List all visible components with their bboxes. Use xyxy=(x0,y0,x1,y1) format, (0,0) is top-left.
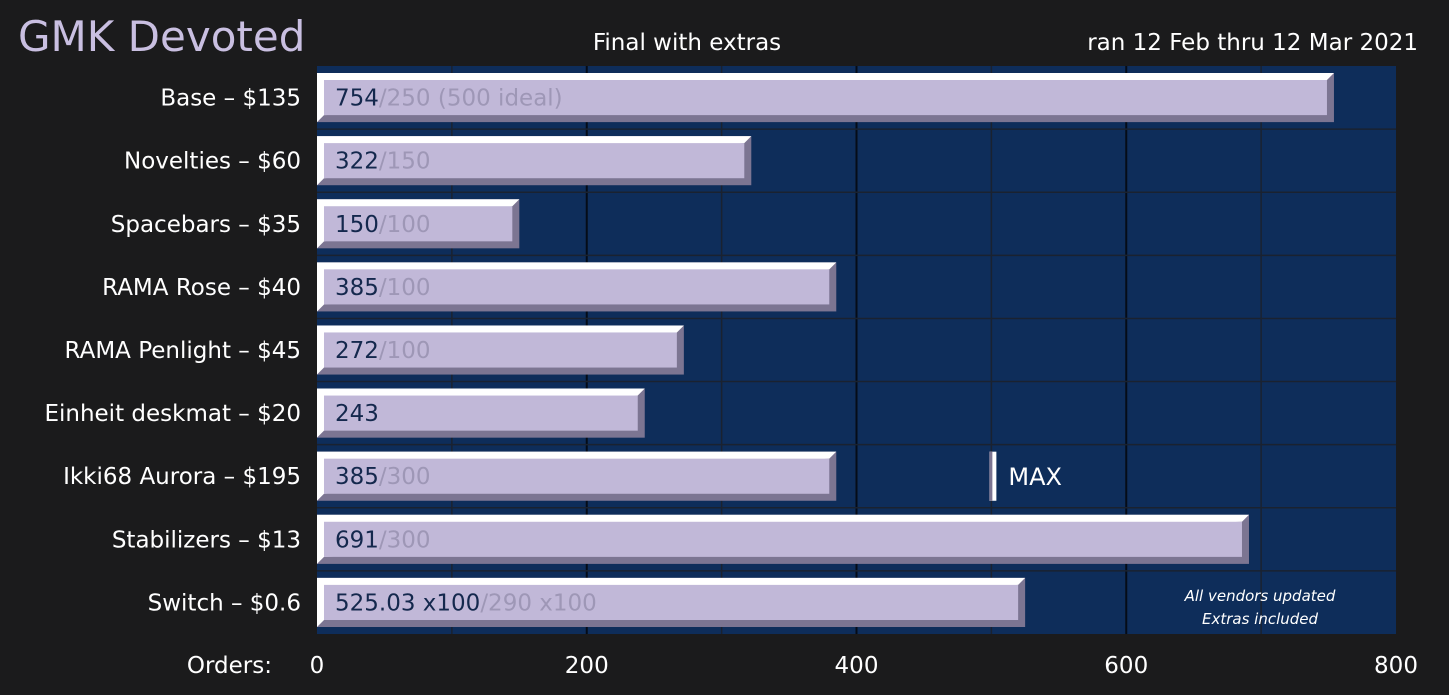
category-label: Spacebars – $35 xyxy=(111,212,301,238)
bar xyxy=(324,521,1242,557)
bar-goal: /100 xyxy=(379,338,431,364)
bar xyxy=(324,143,745,179)
bar-value-label: 272/100 xyxy=(335,338,431,364)
bar-group: 525.03 x100/290 x100 xyxy=(317,577,1026,627)
bar-value-label: 243 xyxy=(335,401,379,427)
bar-value: 150 xyxy=(335,212,379,238)
bar-group: 322/150 xyxy=(317,136,752,186)
max-marker-shadow xyxy=(989,451,993,501)
x-axis-ticks: 0 200 400 600 800 xyxy=(310,653,1418,679)
bar xyxy=(324,395,638,431)
bar-value: 322 xyxy=(335,149,379,175)
bar-value-label: 525.03 x100/290 x100 xyxy=(335,590,597,616)
x-tick-label: 400 xyxy=(835,653,879,679)
bar-value: 754 xyxy=(335,86,379,112)
max-marker: MAX xyxy=(989,451,1062,501)
bar-goal: /300 xyxy=(379,527,431,553)
bar-goal: /290 x100 xyxy=(480,590,596,616)
bars-group: 754/250 (500 ideal)322/150150/100385/100… xyxy=(317,73,1334,627)
x-axis-label: Orders: xyxy=(187,653,272,679)
category-label: Einheit deskmat – $20 xyxy=(44,401,301,427)
bar-group: 385/300 xyxy=(317,451,837,501)
bar-group: 272/100 xyxy=(317,325,684,375)
bar-goal: /100 xyxy=(379,275,431,301)
category-label: Novelties – $60 xyxy=(124,149,301,175)
bar-value: 385 xyxy=(335,275,379,301)
category-labels: Base – $135 Novelties – $60 Spacebars – $3… xyxy=(44,86,301,617)
bar-value: 691 xyxy=(335,527,379,553)
x-tick-label: 200 xyxy=(565,653,609,679)
category-label: Base – $135 xyxy=(160,86,301,112)
bar xyxy=(324,584,1019,620)
bar-value-label: 385/300 xyxy=(335,464,431,490)
category-label: RAMA Rose – $40 xyxy=(102,275,301,301)
annotation-line-2: Extras included xyxy=(1202,610,1319,628)
chart-subtitle: Final with extras xyxy=(593,30,781,56)
chart-title: GMK Devoted xyxy=(18,12,305,61)
bar-group: 691/300 xyxy=(317,514,1249,564)
bar xyxy=(324,458,830,494)
bar-goal: /100 xyxy=(379,212,431,238)
bar xyxy=(324,206,513,242)
bar xyxy=(324,332,677,368)
bar-value: 385 xyxy=(335,464,379,490)
bar-value: 525.03 x100 xyxy=(335,590,480,616)
bar-goal: /250 (500 ideal) xyxy=(379,86,563,112)
bar-value-label: 322/150 xyxy=(335,149,431,175)
x-tick-label: 800 xyxy=(1374,653,1418,679)
bar-value-label: 150/100 xyxy=(335,212,431,238)
bar-goal: /300 xyxy=(379,464,431,490)
category-label: Stabilizers – $13 xyxy=(112,527,301,553)
max-marker-label: MAX xyxy=(1008,463,1062,491)
bar-value-label: 385/100 xyxy=(335,275,431,301)
bar-value: 243 xyxy=(335,401,379,427)
bar-value-label: 754/250 (500 ideal) xyxy=(335,86,563,112)
bar xyxy=(324,80,1327,116)
bar-group: 385/100 xyxy=(317,262,837,312)
bar-value: 272 xyxy=(335,338,379,364)
bar-group: 150/100 xyxy=(317,199,520,249)
bar-goal: /150 xyxy=(379,149,431,175)
bar-group: 754/250 (500 ideal) xyxy=(317,73,1334,123)
annotation-line-1: All vendors updated xyxy=(1184,587,1336,605)
category-label: Ikki68 Aurora – $195 xyxy=(63,464,301,490)
category-label: Switch – $0.6 xyxy=(148,590,301,616)
bar-value-label: 691/300 xyxy=(335,527,431,553)
date-range: ran 12 Feb thru 12 Mar 2021 xyxy=(1087,30,1418,56)
category-label: RAMA Penlight – $45 xyxy=(65,338,301,364)
bar xyxy=(324,269,830,305)
bar-group: 243 xyxy=(317,388,645,438)
x-tick-label: 0 xyxy=(310,653,325,679)
x-tick-label: 600 xyxy=(1104,653,1148,679)
max-marker-line xyxy=(989,451,997,501)
